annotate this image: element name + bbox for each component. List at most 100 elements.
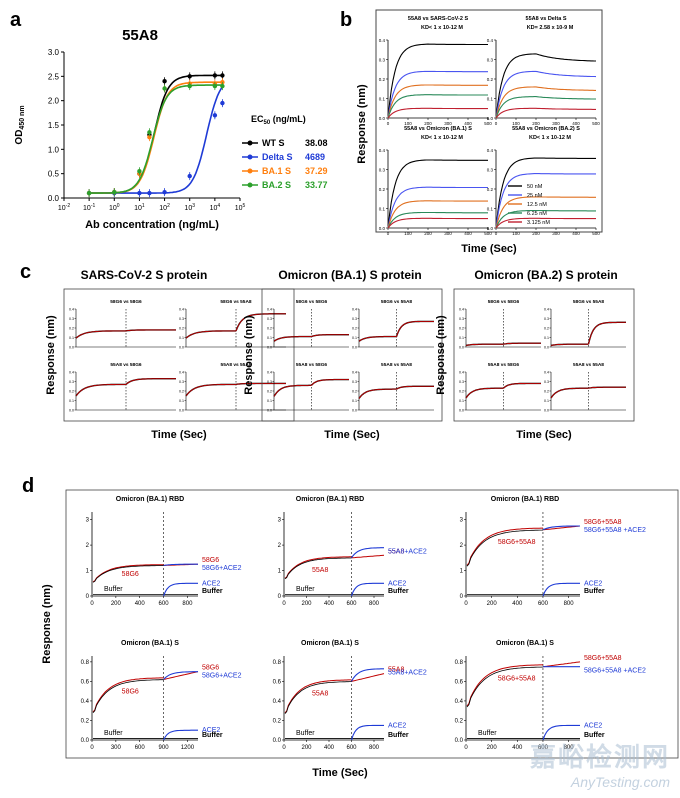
panel-c-fit-1 <box>75 383 126 397</box>
panel-b-curve <box>387 70 488 119</box>
panel-b-ytick-label: 0.3 <box>379 168 386 173</box>
panel-d-red-right-label: 58G6+55A8 <box>584 519 622 526</box>
panel-c-ytick-label: 0.3 <box>179 317 184 321</box>
panel-a-ytick-label: 0.5 <box>48 170 60 179</box>
panel-c-ytick-label: 0.2 <box>179 327 184 331</box>
panel-c-ytick-label: 0.3 <box>352 317 357 321</box>
panel-d-xtick-label: 800 <box>564 745 575 751</box>
panel-c-ytick-label: 0.1 <box>267 399 272 403</box>
panel-d-xlabel: Time (Sec) <box>312 767 368 779</box>
panel-c-subplot: 55A8 vs 55A8 0.0 0.1 0.2 0.3 0.4 <box>179 362 286 413</box>
panel-a-ec50-header: EC50 (ng/mL) <box>251 114 306 126</box>
panel-c-ytick-label: 0.3 <box>459 317 464 321</box>
panel-b-xlabel: Time (Sec) <box>461 243 517 255</box>
panel-d-fit-curve <box>466 666 544 708</box>
panel-a-xtick-label: 10-1 <box>83 203 95 212</box>
panel-a-ytick-label: 3.0 <box>48 48 60 57</box>
panel-d-ace2-curve <box>163 582 198 597</box>
panel-b-xtick-label: 500 <box>484 231 492 236</box>
panel-d-ytick-label: 0.6 <box>273 679 282 685</box>
panel-b-ytick-label: 0.4 <box>379 148 386 153</box>
panel-b-subplot-kd: KD= 2.58 x 10-9 M <box>527 25 574 31</box>
panel-b-xtick-label: 300 <box>552 121 560 126</box>
panel-d-xtick-label: 400 <box>324 745 335 751</box>
panel-c-subplot-title: 55A8 vs 55A8 <box>573 362 604 368</box>
panel-b-curve <box>387 84 488 119</box>
panel-c-ytick-label: 0.1 <box>459 336 464 340</box>
panel-d-red-curve <box>92 677 164 713</box>
panel-d-blue-right-label: 55A8+ACE2 <box>388 549 427 556</box>
panel-c-ytick-label: 0.2 <box>352 327 357 331</box>
panel-d-xtick-label: 600 <box>135 745 146 751</box>
panel-d-red-curve <box>92 564 164 583</box>
panel-a-legend-label: BA.1 S <box>262 166 291 176</box>
panel-c-ytick-label: 0.1 <box>544 399 549 403</box>
panel-c-ytick-label: 0.1 <box>69 399 74 403</box>
panel-d-xtick-label: 800 <box>369 601 380 607</box>
panel-a-ylabel: OD450 nm <box>14 105 26 144</box>
panel-b-xtick-label: 400 <box>572 121 580 126</box>
panel-c-ytick-label: 0.0 <box>267 409 272 413</box>
panel-d-subplot-title: Omicron (BA.1) RBD <box>296 496 364 503</box>
panel-b-curve <box>387 200 488 229</box>
panel-b-xtick-label: 300 <box>444 231 452 236</box>
panel-d-ytick-label: 0 <box>86 594 90 600</box>
panel-d-xtick-label: 400 <box>512 601 523 607</box>
panel-d-red-right-label: 58G6+55A8 <box>584 655 622 662</box>
panel-d-red-right-label: 58G6 <box>202 557 219 564</box>
panel-c-fit-2 <box>587 321 626 345</box>
panel-c-ytick-label: 0.1 <box>267 336 272 340</box>
panel-a-legend-marker <box>247 154 253 160</box>
panel-d-red-curve-2 <box>542 525 581 531</box>
panel-d-buffer-left-label: Buffer <box>478 730 497 737</box>
panel-d-xtick-label: 0 <box>282 601 286 607</box>
panel-d-xtick-label: 300 <box>111 745 122 751</box>
panel-d-xtick-label: 0 <box>90 745 94 751</box>
panel-d-xtick-label: 600 <box>159 601 170 607</box>
panel-b: b 55A8 vs SARS-CoV-2 SKD< 1 x 10-12 M0.00… <box>340 9 603 255</box>
panel-b-ylabel: Response (nm) <box>356 84 368 164</box>
panel-c-ytick-label: 0.1 <box>352 336 357 340</box>
panel-d-ytick-label: 0.6 <box>455 679 464 685</box>
panel-c-ytick-label: 0.1 <box>352 399 357 403</box>
panel-b-curve <box>495 53 596 119</box>
panel-d-ace2-label: ACE2 <box>388 580 406 587</box>
panel-b-legend-label: 3.125 nM <box>527 220 550 226</box>
panel-b-xtick-label: 200 <box>532 121 540 126</box>
panel-letter-c: c <box>20 261 31 283</box>
panel-d-buffer-right-label: Buffer <box>388 588 409 595</box>
panel-c-fit-1 <box>185 383 236 397</box>
panel-c-curve-1 <box>550 387 589 399</box>
panel-d-red-left-label: 58G6+55A8 <box>498 676 536 683</box>
panel-d-ytick-label: 0.8 <box>81 660 90 666</box>
panel-c-ytick-label: 0.1 <box>179 399 184 403</box>
panel-b-xtick-label: 0 <box>387 121 390 126</box>
panel-a-curve-delta-s <box>89 86 224 194</box>
panel-b-ytick-label: 0.3 <box>379 58 386 63</box>
panel-d-xtick-label: 400 <box>512 745 523 751</box>
panel-b-ytick-label: 0.2 <box>487 77 494 82</box>
panel-d-xtick-label: 800 <box>369 745 380 751</box>
panel-d-xtick-label: 0 <box>90 601 94 607</box>
panel-c-subplot: 55A8 vs 58G6 0.0 0.1 0.2 0.3 0.4 <box>459 362 541 413</box>
panel-c-ytick-label: 0.3 <box>267 380 272 384</box>
panel-c-fit-2 <box>311 378 349 386</box>
panel-c-fit-2 <box>125 378 176 385</box>
panel-c-curve-2 <box>503 342 541 345</box>
panel-c-ytick-label: 0.4 <box>179 371 184 375</box>
panel-d-ylabel: Response (nm) <box>41 584 53 664</box>
panel-d-ace2-label: ACE2 <box>584 722 602 729</box>
panel-c-ytick-label: 0.4 <box>69 371 74 375</box>
panel-d-buffer-right-label: Buffer <box>584 732 605 739</box>
panel-b-curve <box>495 196 596 229</box>
panel-c-group-title: SARS-CoV-2 S protein <box>81 268 208 282</box>
panel-c-ytick-label: 0.0 <box>179 409 184 413</box>
panel-b-frame <box>375 9 603 233</box>
panel-a-legend-label: BA.2 S <box>262 180 291 190</box>
panel-a-xtick-label: 102 <box>159 203 170 212</box>
panel-d-red-left-label: 55A8 <box>312 567 328 574</box>
panel-c-ytick-label: 0.3 <box>69 317 74 321</box>
panel-b-curve <box>495 86 596 119</box>
